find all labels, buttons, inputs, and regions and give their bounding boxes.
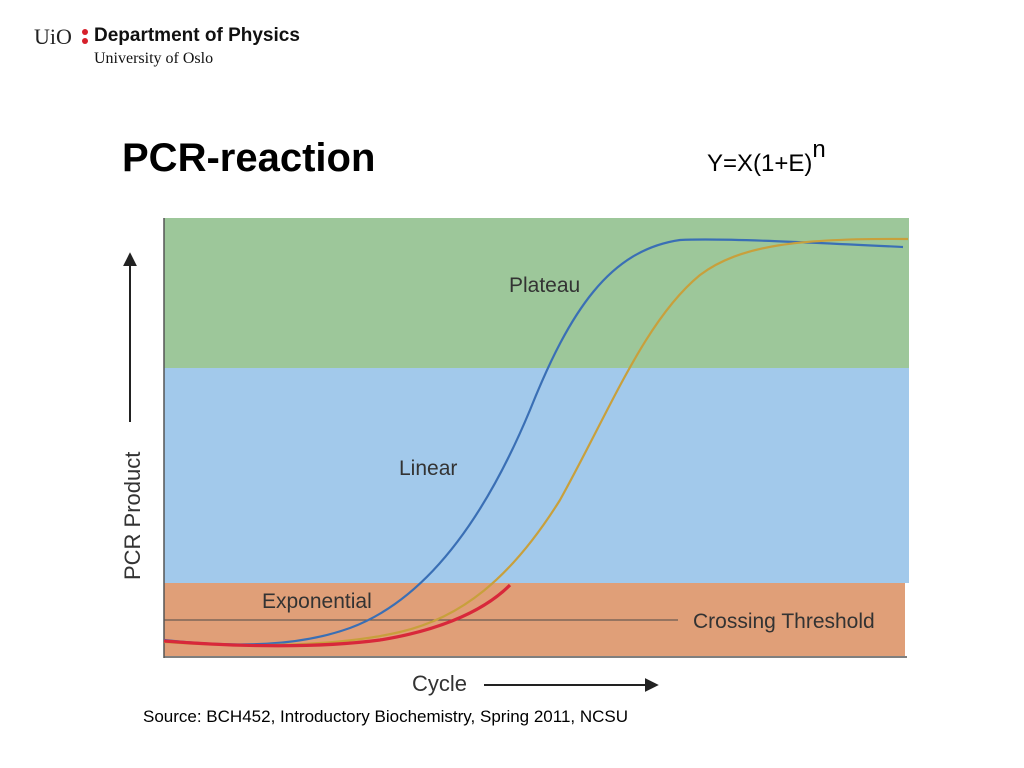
x-axis-label: Cycle xyxy=(412,671,467,696)
logo-dots-icon xyxy=(82,29,89,47)
crossing-threshold-label: Crossing Threshold xyxy=(693,610,875,633)
logo-text: UiO xyxy=(34,24,72,49)
university-name: University of Oslo xyxy=(94,50,214,67)
plateau-label: Plateau xyxy=(509,274,580,297)
sample-b-curve xyxy=(163,237,909,647)
exponential-label: Exponential xyxy=(262,590,372,613)
y-axis-label: PCR Product xyxy=(120,452,145,580)
sample-a-curve xyxy=(163,238,904,646)
formula-exponent: n xyxy=(812,136,826,163)
linear-region xyxy=(164,368,909,583)
slide-title: PCR-reaction xyxy=(122,136,376,180)
growth-formula: Y=X(1+E)n xyxy=(707,136,826,178)
linear-label: Linear xyxy=(399,457,457,480)
low-phase-curve xyxy=(163,583,512,648)
formula-base: Y=X(1+E) xyxy=(707,150,813,177)
plateau-region xyxy=(164,218,909,368)
department-name: Department of Physics xyxy=(94,25,300,46)
source-citation: Source: BCH452, Introductory Biochemistr… xyxy=(143,707,629,726)
pcr-phase-diagram: Plateau Linear Exponential Crossing Thre… xyxy=(120,218,909,696)
